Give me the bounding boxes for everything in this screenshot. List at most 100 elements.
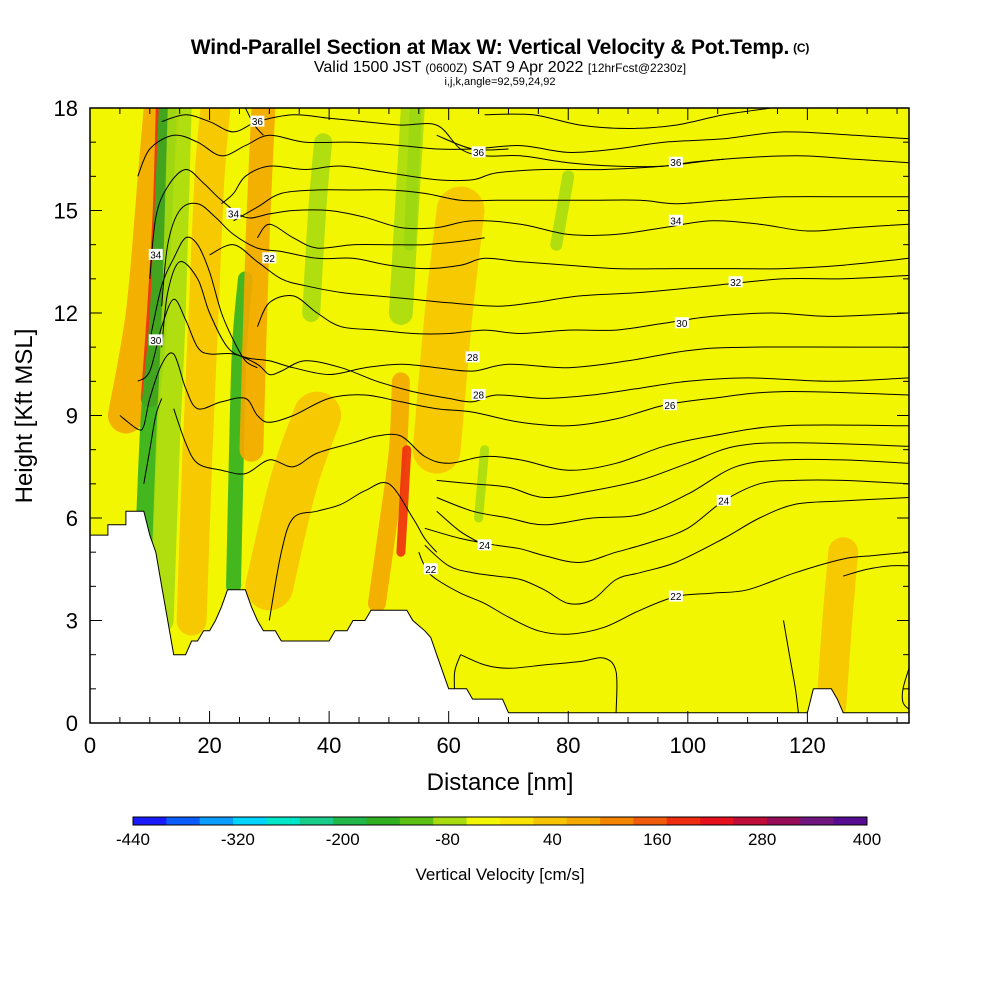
y-tick-label: 6 <box>66 506 78 531</box>
y-tick-label: 3 <box>66 609 78 634</box>
theta-contour <box>161 202 909 307</box>
updraft-band <box>396 445 412 557</box>
contour-label-box <box>262 252 277 264</box>
colorbar-swatch <box>600 817 634 825</box>
theta-contour <box>221 155 909 205</box>
colorbar-swatch <box>166 817 201 825</box>
chart-title-block: Wind-Parallel Section at Max W: Vertical… <box>0 36 1000 88</box>
downdraft-band <box>550 170 575 251</box>
contour-label: 24 <box>718 496 730 507</box>
colorbar-swatch <box>800 817 835 825</box>
contour-label: 36 <box>473 148 485 159</box>
theta-contours <box>119 108 909 713</box>
valid-time: Valid 1500 JST <box>313 59 421 76</box>
colorbar-tick-label: -80 <box>435 830 460 849</box>
contour-label: 28 <box>473 391 485 402</box>
contour-label-box <box>471 146 486 158</box>
contour-label-box <box>662 399 677 411</box>
contour-label: 34 <box>228 209 240 220</box>
theta-contour <box>209 244 909 307</box>
theta-contour <box>436 458 909 526</box>
contour-label: 22 <box>670 592 682 603</box>
y-tick-label: 0 <box>66 711 78 736</box>
downdraft-band <box>134 108 177 562</box>
x-tick-label: 60 <box>436 733 460 758</box>
theta-contour <box>268 482 438 621</box>
contour-label-box <box>423 563 438 575</box>
colorbar-swatch <box>766 817 801 825</box>
contour-label: 34 <box>150 250 162 261</box>
colorbar-swatch <box>133 817 167 825</box>
contour-label: 34 <box>670 216 682 227</box>
theta-contour <box>843 565 909 577</box>
updraft-band <box>367 372 410 613</box>
updraft-band <box>245 391 342 611</box>
theta-contour-labels: 22 22 24 24 26 28 28 30 30 32 32 34 34 34 36 36 36 <box>148 115 743 603</box>
theta-contour <box>256 223 485 249</box>
y-tick-label: 9 <box>66 404 78 429</box>
theta-contour <box>256 294 909 335</box>
colorbar-swatch <box>633 817 668 825</box>
chart-title-text: Wind-Parallel Section at Max W: Vertical… <box>190 36 790 59</box>
colorbar-swatch <box>366 817 401 825</box>
colorbar-tick-label: -200 <box>326 830 360 849</box>
colorbar-swatch <box>233 817 267 825</box>
copyright-mark: (C) <box>793 41 810 55</box>
downdraft-band <box>226 271 253 594</box>
chart-subtitle: Valid 1500 JST (0600Z) SAT 9 Apr 2022 [1… <box>0 60 1000 76</box>
colorbar-swatch <box>500 817 534 825</box>
colorbar: -440 -320 -200 -80 40 160 280 400 <box>116 816 881 849</box>
colorbar-frame <box>132 816 868 826</box>
colorbar-swatch <box>733 817 768 825</box>
contour-label-box <box>674 317 689 329</box>
colorbar-tick-label: 40 <box>543 830 562 849</box>
terrain <box>90 510 909 723</box>
contour-label-box <box>728 276 743 288</box>
updraft-band <box>239 108 276 462</box>
x-tick-label: 100 <box>669 733 706 758</box>
theta-contour <box>901 668 909 710</box>
contour-label: 24 <box>479 541 491 552</box>
colorbar-swatch <box>833 817 868 825</box>
colorbar-tick-label: -320 <box>221 830 255 849</box>
contour-label-box <box>668 590 683 602</box>
theta-contour <box>137 131 909 177</box>
updraft-band <box>816 537 859 721</box>
x-axis: 0 20 40 60 80 100 120 <box>84 108 898 758</box>
contour-label-box <box>148 334 163 346</box>
x-tick-label: 120 <box>789 733 826 758</box>
x-tick-label: 0 <box>84 733 96 758</box>
contour-label: 28 <box>467 353 479 364</box>
valid-time-utc: (0600Z) <box>425 61 468 75</box>
colorbar-swatch <box>566 817 601 825</box>
theta-contour <box>436 442 909 499</box>
colorbar-swatch <box>700 817 735 825</box>
theta-contour <box>424 551 909 635</box>
contour-label: 36 <box>670 158 682 169</box>
theta-contour <box>173 408 909 475</box>
contour-label-box <box>668 214 683 226</box>
colorbar-swatch <box>333 817 368 825</box>
contour-label: 36 <box>252 117 264 128</box>
theta-contour <box>424 497 909 605</box>
contour-label: 22 <box>425 565 437 576</box>
y-axis-title: Height [Kft MSL] <box>11 329 38 504</box>
plot-area <box>90 108 909 723</box>
theta-contour <box>149 236 258 369</box>
contour-label: 26 <box>664 401 676 412</box>
theta-contour <box>161 114 724 168</box>
section-indices: i,j,k,angle=92,59,24,92 <box>444 76 556 88</box>
theta-contour <box>783 620 799 713</box>
theta-contour <box>424 479 909 563</box>
contour-label-box <box>668 156 683 168</box>
contour-label-box <box>226 207 241 219</box>
colorbar-tick-label: 160 <box>643 830 671 849</box>
colorbar-tick-label: 280 <box>748 830 776 849</box>
contour-label-box <box>477 539 492 551</box>
contour-label: 30 <box>150 336 162 347</box>
theta-contour <box>143 398 163 484</box>
chart-title: Wind-Parallel Section at Max W: Vertical… <box>0 36 1000 60</box>
x-tick-label: 80 <box>556 733 580 758</box>
